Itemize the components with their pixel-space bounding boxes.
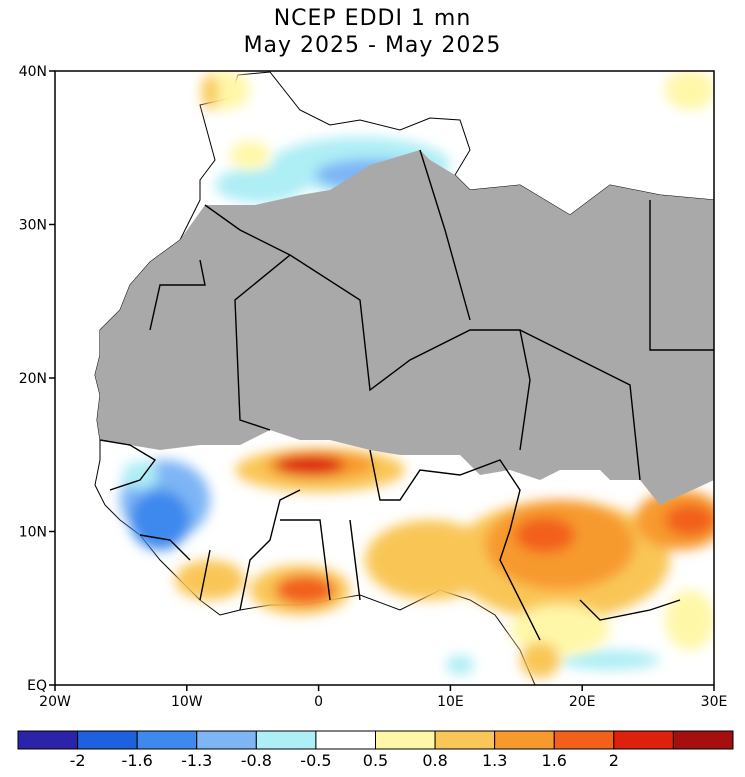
x-tick-label: 10W: [171, 694, 203, 710]
colorbar-swatch: [315, 730, 376, 750]
y-tick-label: 40N: [19, 64, 47, 80]
colorbar-swatch: [77, 730, 138, 750]
colorbar-label: 2: [609, 751, 619, 770]
colorbar-swatch: [17, 730, 79, 750]
y-tick-label: 20N: [19, 371, 47, 387]
x-tick-label: 20E: [569, 694, 596, 710]
colorbar-label: 0.5: [363, 751, 388, 770]
map-field: [55, 71, 714, 685]
colorbar-label: -0.8: [241, 751, 272, 770]
colorbar-label: 1.6: [542, 751, 567, 770]
colorbar-swatch: [672, 730, 734, 750]
colorbar-swatch: [255, 730, 317, 750]
colorbar-label: 1.3: [482, 751, 507, 770]
colorbar: -2 -1.6 -1.3 -0.8 -0.5 0.5 0.8 1.3 1.6 2: [17, 730, 734, 770]
y-tick-label: 30N: [19, 218, 47, 234]
colorbar-label: -1.3: [181, 751, 212, 770]
y-tick-label: 10N: [19, 525, 47, 541]
map-subtitle: May 2025 - May 2025: [243, 33, 502, 58]
x-tick-label: 0: [314, 694, 323, 710]
colorbar-swatch: [434, 730, 496, 750]
colorbar-swatch: [553, 730, 615, 750]
no-data-region: [95, 150, 714, 505]
colorbar-label: -1.6: [122, 751, 153, 770]
country-borders: [99, 149, 714, 641]
y-axis: 40N 30N 20N 10N EQ: [19, 64, 55, 694]
y-tick-label: EQ: [27, 678, 47, 694]
positive-anomalies: [175, 71, 714, 678]
colorbar-swatch: [494, 730, 555, 750]
x-tick-label: 30E: [701, 694, 728, 710]
colorbar-swatch: [375, 730, 436, 750]
colorbar-swatch: [613, 730, 674, 750]
colorbar-swatch: [136, 730, 198, 750]
map-title: NCEP EDDI 1 mn: [273, 6, 472, 31]
colorbar-swatch: [196, 730, 257, 750]
colorbar-label: -2: [70, 751, 86, 770]
x-tick-label: 20W: [39, 694, 71, 710]
colorbar-label: 0.8: [422, 751, 447, 770]
colorbar-label: -0.5: [300, 751, 331, 770]
x-tick-label: 10E: [437, 694, 464, 710]
x-axis: 20W 10W 0 10E 20E 30E: [39, 685, 727, 710]
